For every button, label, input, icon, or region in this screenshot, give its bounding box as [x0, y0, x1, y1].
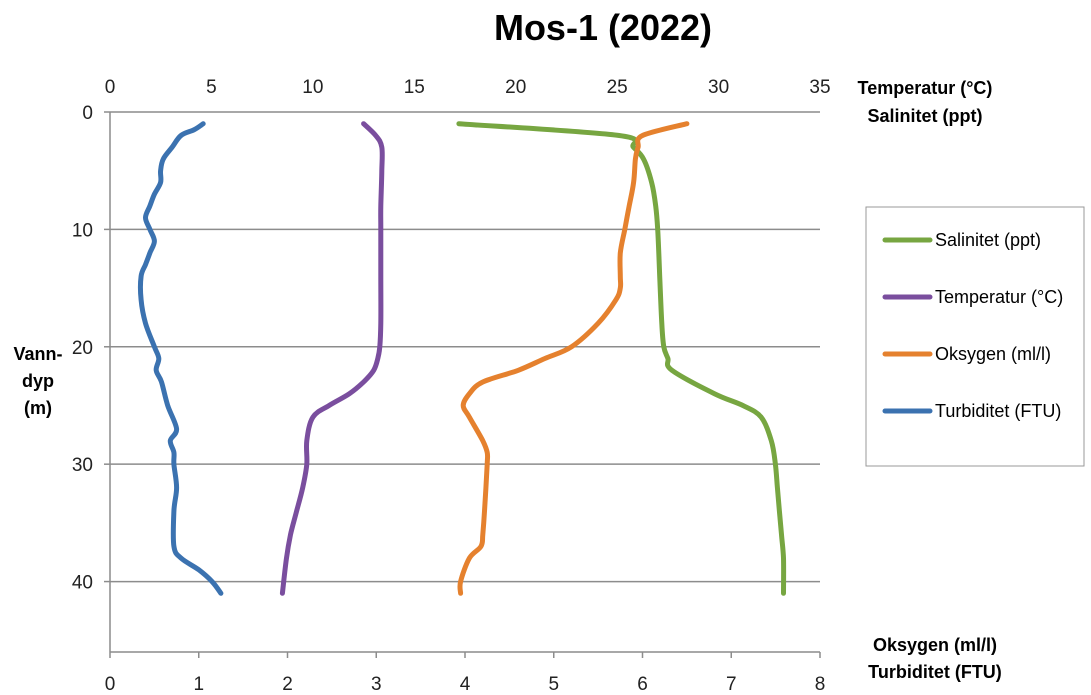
bottom-axis-title-line-2: Turbiditet (FTU): [868, 662, 1002, 682]
bottom-tick-label-7: 7: [726, 674, 737, 695]
bottom-tick-label-2: 2: [282, 674, 293, 695]
y-axis-title-line-1: Vann-: [13, 344, 62, 364]
top-axis-title-line-1: Temperatur (°C): [858, 78, 993, 98]
bottom-tick-label-1: 1: [193, 674, 204, 695]
y-tick-label-0: 0: [82, 103, 93, 124]
legend-label-salinitet-ppt: Salinitet (ppt): [935, 230, 1041, 250]
top-tick-label-10: 10: [302, 77, 323, 98]
bottom-axis-ticks: 0 1 2 3 4 5 6 7 8: [105, 652, 826, 695]
y-tick-label-30: 30: [72, 455, 93, 476]
grid: [110, 111, 820, 583]
series-line-temperatur-c: [279, 121, 385, 596]
top-axis-title-line-2: Salinitet (ppt): [868, 106, 983, 126]
top-tick-label-35: 35: [809, 77, 830, 98]
y-tick-label-20: 20: [72, 338, 93, 359]
bottom-tick-label-5: 5: [548, 674, 559, 695]
bottom-tick-label-3: 3: [371, 674, 382, 695]
series-line-turbiditet-ftu: [138, 121, 224, 596]
legend: Salinitet (ppt) Temperatur (°C) Oksygen (m…: [865, 206, 1085, 467]
y-axis-title-line-2: dyp: [22, 371, 54, 391]
top-axis-ticks: 0 5 10 15 20 25 30 35: [105, 77, 831, 98]
y-axis-ticks: 0 10 20 30 40: [72, 103, 110, 594]
legend-label-oksygen-ml-l: Oksygen (ml/l): [935, 344, 1051, 364]
top-tick-label-5: 5: [206, 77, 217, 98]
y-tick-label-10: 10: [72, 220, 93, 241]
bottom-tick-label-4: 4: [460, 674, 471, 695]
y-tick-label-40: 40: [72, 573, 93, 594]
legend-box: [865, 206, 1085, 467]
y-axis-title-line-3: (m): [24, 398, 52, 418]
top-tick-label-30: 30: [708, 77, 729, 98]
bottom-axis-title-line-1: Oksygen (ml/l): [873, 635, 997, 655]
top-tick-label-25: 25: [607, 77, 628, 98]
top-tick-label-0: 0: [105, 77, 116, 98]
chart-title: Mos-1 (2022): [494, 7, 712, 48]
top-tick-label-15: 15: [404, 77, 425, 98]
top-tick-label-20: 20: [505, 77, 526, 98]
series-lines: [138, 121, 787, 596]
bottom-tick-label-8: 8: [815, 674, 826, 695]
legend-label-turbiditet-ftu: Turbiditet (FTU): [935, 401, 1061, 421]
bottom-tick-label-6: 6: [637, 674, 648, 695]
series-line-oksygen-ml-l: [457, 121, 690, 596]
legend-items: Salinitet (ppt) Temperatur (°C) Oksygen (m…: [882, 230, 1063, 421]
series-line-salinitet-ppt: [456, 121, 787, 596]
bottom-tick-label-0: 0: [105, 674, 116, 695]
legend-label-temperatur-c: Temperatur (°C): [935, 287, 1063, 307]
